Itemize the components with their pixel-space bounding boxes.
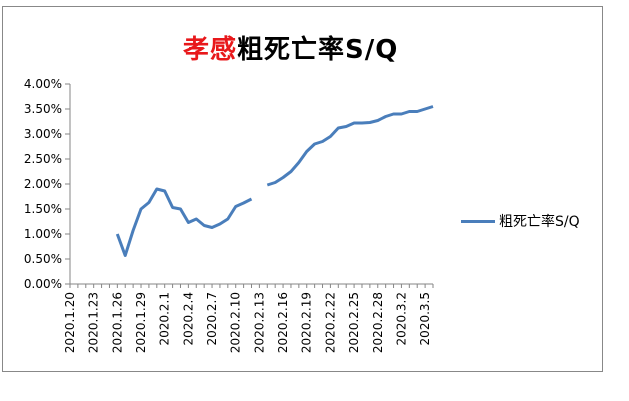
y-tick-label: 3.00% [24, 127, 62, 141]
y-tick-label: 1.50% [24, 202, 62, 216]
y-tick-label: 0.00% [24, 277, 62, 291]
chart-title-metric: 粗死亡率S/Q [237, 35, 399, 65]
x-tick-label: 2020.2.10 [229, 292, 243, 353]
x-tick-label: 2020.3.2 [394, 292, 408, 345]
x-tick-label: 2020.1.23 [87, 292, 101, 353]
chart-frame: 孝感粗死亡率S/Q 0.00% 0.50% 1.00% 1.50% 2.00% 2.50%… [2, 6, 603, 372]
y-tick-label: 3.50% [24, 102, 62, 116]
x-tick-label: 2020.2.16 [276, 292, 290, 353]
x-tick-label: 2020.2.19 [300, 292, 314, 353]
x-tick-label: 2020.2.1 [158, 292, 172, 345]
chart-plot: 0.00% 0.50% 1.00% 1.50% 2.00% 2.50% 3.00% 3.50%… [24, 77, 434, 353]
series-line [115, 187, 253, 257]
x-tick-label: 2020.2.4 [181, 292, 195, 345]
x-tick-label: 2020.1.29 [134, 292, 148, 353]
chart-title-city: 孝感 [183, 35, 238, 65]
y-tick-label: 1.00% [24, 227, 62, 241]
x-tick-label: 2020.2.13 [252, 292, 266, 353]
x-tick-label: 2020.1.26 [110, 292, 124, 353]
x-tick-label: 2020.3.5 [418, 292, 432, 345]
y-tick-label: 2.50% [24, 152, 62, 166]
x-tick-label: 2020.1.20 [63, 292, 77, 353]
y-tick-label: 4.00% [24, 77, 62, 91]
chart-legend: 粗死亡率S/Q [461, 211, 580, 231]
x-tick-label: 2020.2.25 [347, 292, 361, 353]
legend-swatch [461, 219, 495, 223]
x-tick-label: 2020.2.28 [371, 292, 385, 353]
x-tick-label: 2020.2.7 [205, 292, 219, 345]
y-tick-label: 2.00% [24, 177, 62, 191]
legend-label: 粗死亡率S/Q [499, 214, 580, 230]
series-line [266, 105, 434, 187]
y-tick-label: 0.50% [24, 252, 62, 266]
x-tick-label: 2020.2.22 [323, 292, 337, 353]
chart-title: 孝感粗死亡率S/Q [183, 29, 398, 66]
